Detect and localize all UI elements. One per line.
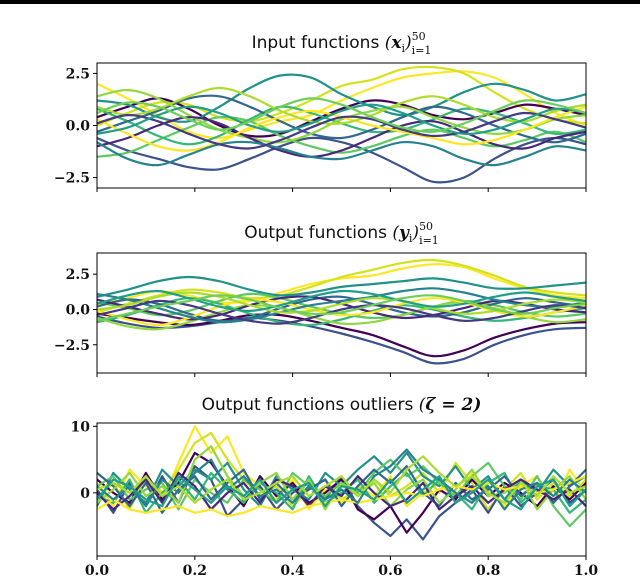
panel-1-series-10 — [97, 116, 586, 158]
panel-1-series-9 — [97, 88, 586, 144]
panel-3-series-11 — [97, 475, 586, 518]
panel-2-series-2 — [97, 258, 586, 314]
panel-1-series-15 — [97, 103, 586, 136]
panel-2-series-15 — [97, 289, 586, 313]
panel-2-series-16 — [97, 294, 586, 322]
panel-3-series-7 — [97, 471, 586, 514]
panel-1-series-3 — [97, 136, 586, 184]
panel-2-axes-frame — [96, 252, 587, 374]
panel-2-curves — [97, 258, 586, 365]
panel-3-series-9 — [97, 445, 586, 511]
panel-1-series-12 — [97, 140, 586, 167]
panel-1-series-5 — [97, 73, 586, 123]
panel-3-ytick-label: 0 — [80, 486, 90, 502]
panel-2-series-3 — [97, 315, 586, 365]
panel-1-series-1 — [97, 70, 586, 140]
xtick-label: 0.4 — [280, 563, 305, 576]
panel-2-series-5 — [97, 275, 586, 298]
panel-3-series-14 — [97, 475, 586, 511]
panel-1-ytick-label: 2.5 — [66, 66, 90, 82]
xtick-label: 0.0 — [85, 563, 110, 576]
panel-1-series-8 — [97, 94, 586, 144]
panel-2-series-12 — [97, 287, 586, 324]
panel-2-title: Output functions (yi)50 i=1 — [244, 220, 439, 247]
panel-2-series-7 — [97, 297, 586, 327]
panel-2-series-13 — [97, 291, 586, 315]
panel-3-ytick-label: 10 — [71, 419, 91, 435]
panel-1-series-4 — [97, 97, 586, 138]
panel-2: Output functions (yi)50 i=1 2.5 0.0 −2.5 — [54, 220, 587, 377]
panel-3-series-1 — [97, 425, 586, 511]
panel-3-series-4 — [97, 451, 586, 534]
panel-2-ytick-label: 0.0 — [66, 302, 91, 318]
panel-1: Input functions (xi)50 i=1 2.5 0.0 −2.5 — [54, 30, 587, 192]
top-border-bar — [0, 0, 640, 4]
panel-1-ytick-label: −2.5 — [54, 171, 90, 187]
panel-2-ytick-label: −2.5 — [54, 338, 90, 354]
panel-3-series-12 — [97, 448, 586, 511]
xtick-label: 0.8 — [476, 563, 500, 576]
panel-1-curves — [97, 65, 586, 184]
panel-1-series-2 — [97, 65, 586, 127]
panel-1-series-14 — [97, 111, 586, 150]
panel-3-curves — [97, 425, 586, 541]
xtick-label: 1.0 — [574, 563, 599, 576]
panel-2-series-6 — [97, 292, 586, 320]
xtick-label: 0.2 — [183, 563, 207, 576]
panel-1-title: Input functions (xi)50 i=1 — [252, 30, 432, 57]
panel-2-ytick-label: 2.5 — [66, 267, 90, 283]
panel-1-series-16 — [97, 97, 586, 133]
panel-3-series-13 — [97, 455, 586, 504]
panel-3: Output functions outliers (ζ = 2) 10 0 0.0 0… — [71, 395, 599, 576]
panel-1-ytick-label: 0.0 — [66, 119, 91, 135]
panel-3-title: Output functions outliers (ζ = 2) — [202, 395, 482, 415]
panel-2-series-11 — [97, 297, 586, 327]
xtick-label: 0.6 — [378, 563, 402, 576]
panel-3-series-8 — [97, 465, 586, 514]
panel-3-axes-frame — [96, 422, 587, 557]
